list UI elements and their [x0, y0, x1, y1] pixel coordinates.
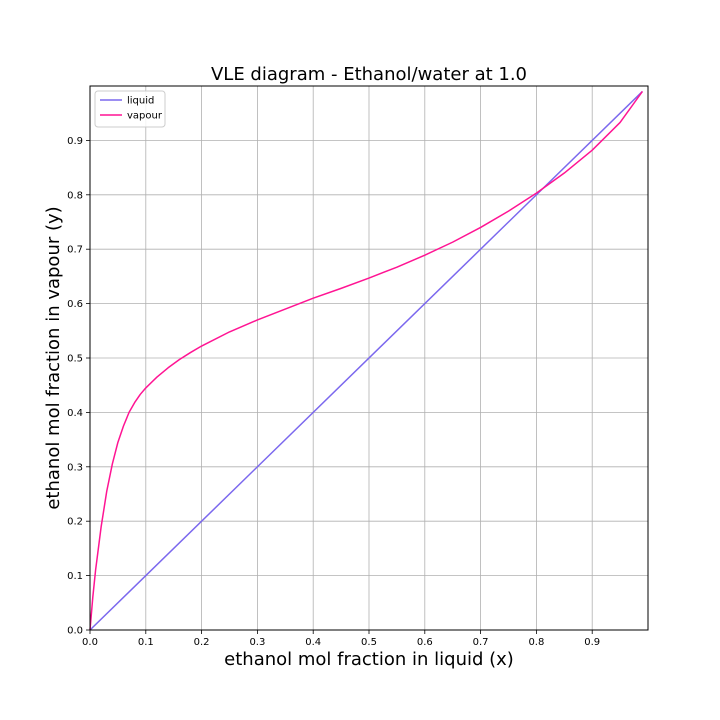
series-line-liquid	[89, 90, 643, 631]
y-tick-label: 0.5	[67, 354, 83, 365]
x-tick-label: 0.8	[528, 637, 544, 648]
y-tick-label: 0.2	[67, 517, 83, 528]
y-axis-label: ethanol mol fraction in vapour (y)	[43, 206, 64, 509]
x-tick-label: 0.7	[473, 637, 489, 648]
x-tick-label: 0.0	[82, 637, 98, 648]
x-tick-label: 0.5	[361, 637, 377, 648]
x-tick-label: 0.3	[249, 637, 265, 648]
x-tick-label: 0.9	[584, 637, 600, 648]
y-tick-label: 0.4	[67, 408, 83, 419]
x-axis-label: ethanol mol fraction in liquid (x)	[224, 649, 514, 670]
ticks: 0.0 0.1 0.2 0.3 0.4 0.5 0.6 0.7 0.8 0.9 0.0 0.1 0.2 0…	[67, 136, 600, 648]
y-tick-label: 0.6	[67, 299, 83, 310]
y-tick-label: 0.9	[67, 136, 83, 147]
y-tick-label: 0.0	[67, 626, 83, 637]
legend-label-liquid: liquid	[127, 96, 154, 107]
series-line-vapour	[89, 91, 644, 631]
y-tick-label: 0.8	[67, 190, 83, 201]
series-layer	[89, 90, 644, 631]
x-tick-label: 0.4	[305, 637, 321, 648]
x-tick-label: 0.6	[417, 637, 433, 648]
legend: liquid vapour	[94, 90, 166, 128]
x-tick-label: 0.2	[194, 637, 210, 648]
y-tick-label: 0.7	[67, 245, 83, 256]
x-tick-label: 0.1	[138, 637, 154, 648]
y-tick-label: 0.3	[67, 462, 83, 473]
legend-label-vapour: vapour	[127, 111, 163, 122]
y-tick-label: 0.1	[67, 571, 83, 582]
chart-title: VLE diagram - Ethanol/water at 1.0	[211, 64, 527, 85]
